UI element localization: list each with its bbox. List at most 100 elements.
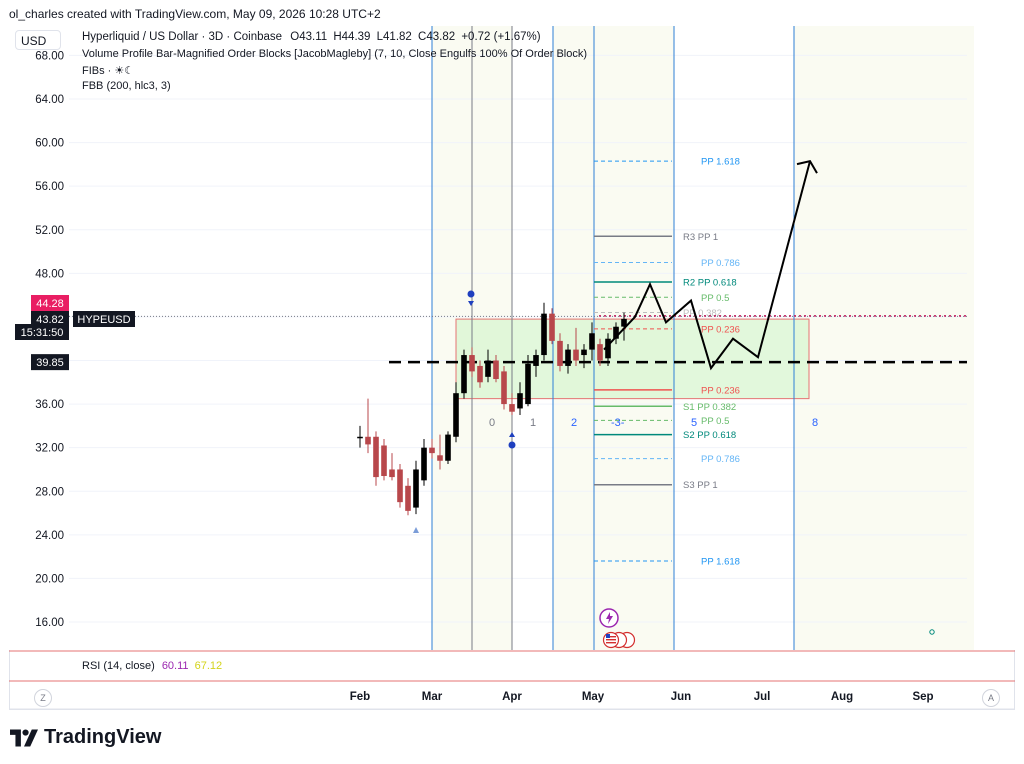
- cycle-label: 2: [571, 417, 577, 429]
- cycle-label: 0: [489, 417, 495, 429]
- support-price-tag-bg: [31, 354, 69, 371]
- time-axis-label: Sep: [912, 691, 933, 703]
- zoom-left-button[interactable]: Z: [34, 689, 52, 707]
- change-value: +0.72 (+1.67%): [461, 31, 541, 43]
- candle-body: [453, 393, 459, 437]
- candle-body: [413, 469, 419, 508]
- low-value: L41.82: [376, 31, 412, 43]
- time-axis-label: Jun: [671, 691, 691, 703]
- price-axis-label: 20.00: [35, 573, 64, 585]
- indicator-legend-fibs[interactable]: FIBs · ☀☾: [82, 65, 135, 77]
- time-axis-label: Jul: [754, 691, 771, 703]
- price-axis-label: 48.00: [35, 268, 64, 280]
- price-axis-label: 56.00: [35, 181, 64, 193]
- pivot-level-label: PP 0.5: [701, 293, 729, 304]
- symbol-tag: HYPEUSD: [77, 314, 130, 326]
- candle-body: [581, 349, 587, 356]
- high-price-tag-bg: [31, 295, 69, 311]
- pivot-level-label: S2 PP 0.618: [683, 430, 736, 441]
- projected-path-arrowhead: [796, 159, 818, 174]
- candle-body: [469, 355, 475, 372]
- cycle-label: 8: [812, 417, 818, 429]
- pivot-level-label: S3 PP 1: [683, 480, 718, 491]
- support-price-tag: 39.85: [36, 357, 64, 369]
- signal-arrow-down: [468, 301, 474, 306]
- signal-dot-bottom: [508, 441, 516, 449]
- cycle-band: [794, 26, 974, 650]
- candle-body: [517, 393, 523, 409]
- high-value: H44.39: [333, 31, 371, 43]
- candle-body: [405, 485, 411, 511]
- cycle-label: 5: [691, 417, 697, 429]
- candle-body: [541, 313, 547, 356]
- pivot-level-label: PP 1.618: [701, 157, 740, 168]
- candle-body: [357, 436, 363, 439]
- symbol-name: Hyperliquid / US Dollar · 3D · Coinbase: [82, 31, 283, 43]
- price-axis-label: 36.00: [35, 399, 64, 411]
- cycle-label: 1: [530, 417, 536, 429]
- high-price-tag: 44.28: [36, 298, 64, 310]
- close-value: C43.82: [418, 31, 456, 43]
- indicator-legend-fbb[interactable]: FBB (200, hlc3, 3): [82, 80, 171, 92]
- candle-body: [421, 447, 427, 481]
- candle-body: [429, 447, 435, 454]
- pivot-level-label: PP 0.5: [701, 416, 729, 427]
- pivot-level-label: S1 PP 0.382: [683, 402, 736, 413]
- rsi-legend[interactable]: RSI (14, close) 60.11 67.12: [82, 660, 222, 672]
- price-axis-label: 64.00: [35, 94, 64, 106]
- candle-body: [597, 344, 603, 361]
- tradingview-footer[interactable]: TradingView: [10, 726, 161, 749]
- chart-credit: ol_charles created with TradingView.com,…: [9, 7, 381, 21]
- candle-body: [381, 445, 387, 476]
- pivot-level-label: R3 PP 1: [683, 232, 718, 243]
- time-axis-label: Aug: [831, 691, 853, 703]
- rsi-ma-value: 67.12: [194, 660, 223, 672]
- candle-body: [509, 404, 515, 412]
- countdown-tag-bg: [15, 324, 69, 340]
- pivot-level-label: PP 0.236: [701, 324, 740, 335]
- price-axis-label: 52.00: [35, 225, 64, 237]
- candle-body: [485, 360, 491, 377]
- order-block-zone: [455, 318, 810, 400]
- price-axis-label: 60.00: [35, 138, 64, 150]
- low-marker-arrow: [413, 527, 419, 533]
- price-axis-label: 68.00: [35, 50, 64, 62]
- candle-body: [549, 313, 555, 341]
- rsi-label: RSI (14, close): [82, 660, 155, 672]
- pivot-level-label: PP 1.618: [701, 556, 740, 567]
- time-axis-label: Mar: [422, 691, 443, 703]
- signal-dot-top: [467, 290, 475, 298]
- candle-body: [565, 349, 571, 366]
- candle-body: [613, 326, 619, 339]
- candle-body: [445, 434, 451, 461]
- candle-body: [477, 365, 483, 383]
- auto-scale-button[interactable]: A: [982, 689, 1000, 707]
- candle-body: [605, 338, 611, 359]
- symbol-tag-bg: [73, 311, 135, 327]
- lightning-glyph: [606, 612, 613, 624]
- pivot-level-label: PP 0.382: [683, 308, 722, 319]
- time-axis-label: Apr: [502, 691, 522, 703]
- last-price-tag: 43.82: [36, 314, 64, 326]
- projected-path-line: [603, 160, 811, 371]
- symbol-legend[interactable]: Hyperliquid / US Dollar · 3D · Coinbase …: [82, 31, 541, 43]
- candle-body: [397, 469, 403, 503]
- candle-body: [373, 436, 379, 478]
- open-value: O43.11: [290, 31, 328, 43]
- candle-body: [573, 349, 579, 361]
- price-chart[interactable]: 0 1 2 -3- 5 8 PP 1.618 R3 PP 1 PP 0.786 R2 PP 0.…: [9, 26, 1015, 710]
- price-axis-label: 28.00: [35, 486, 64, 498]
- candle-body: [493, 360, 499, 380]
- currency-button[interactable]: USD: [15, 30, 61, 50]
- pivot-level-label: PP 0.786: [701, 258, 740, 269]
- session-sun-moon-icon: [929, 627, 945, 637]
- tradingview-logo-icon: [10, 728, 38, 747]
- countdown-tag: 15:31:50: [21, 327, 64, 339]
- tradingview-brand: TradingView: [44, 726, 162, 748]
- candle-body: [365, 436, 371, 445]
- last-price-tag-bg: [31, 311, 69, 327]
- us-flag-events-icon: [602, 631, 636, 649]
- price-axis-label: 32.00: [35, 443, 64, 455]
- indicator-legend-obv[interactable]: Volume Profile Bar-Magnified Order Block…: [82, 48, 588, 60]
- candle-body: [589, 333, 595, 350]
